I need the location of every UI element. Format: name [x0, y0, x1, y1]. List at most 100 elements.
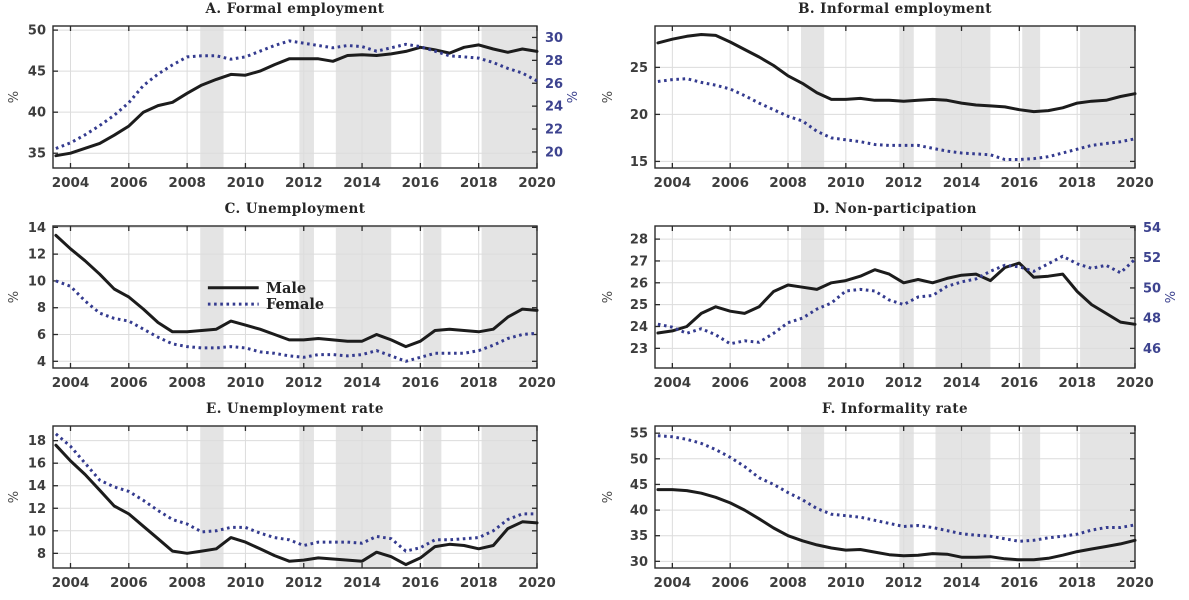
svg-text:50: 50	[1143, 281, 1161, 296]
tick-marks	[655, 426, 1136, 568]
svg-text:25: 25	[630, 61, 648, 76]
svg-text:2004: 2004	[52, 375, 90, 391]
svg-text:12: 12	[28, 502, 46, 517]
series-female-line	[54, 432, 537, 553]
svg-text:2004: 2004	[52, 175, 90, 191]
series-female-line	[55, 39, 538, 150]
gridlines	[655, 226, 1136, 368]
left-tick-labels: 15 20 25	[630, 61, 648, 170]
svg-text:2010: 2010	[827, 175, 865, 191]
left-tick-labels: 30 35 40 45 50 55	[630, 427, 648, 570]
series-female-line	[657, 434, 1136, 543]
svg-text:2012: 2012	[285, 575, 323, 591]
right-y-axis-label: %	[566, 91, 581, 103]
panel-unemployment: C. Unemployment 4 6 8 10 12 14 2004 2006 2008 201…	[0, 200, 594, 400]
svg-text:10: 10	[28, 524, 46, 539]
svg-text:2004: 2004	[654, 375, 692, 391]
recession-bands	[200, 26, 537, 168]
panel-a-title: A. Formal employment	[205, 1, 385, 17]
svg-text:2016: 2016	[402, 575, 440, 591]
axis-box	[52, 225, 538, 369]
recession-bands	[200, 426, 537, 568]
svg-text:2006: 2006	[711, 175, 749, 191]
svg-text:8: 8	[37, 301, 46, 316]
tick-marks	[53, 226, 538, 368]
x-tick-labels: 2004 2006 2008 2010 2012 2014 2016 2018 2020	[52, 375, 556, 391]
svg-text:22: 22	[545, 123, 563, 138]
legend-label-male: Male	[266, 280, 306, 297]
panel-formal-employment: A. Formal employment 35 40 45 50 20 22 24 26 28 3…	[0, 0, 594, 200]
svg-text:2006: 2006	[711, 575, 749, 591]
svg-text:28: 28	[630, 233, 648, 248]
svg-text:2012: 2012	[885, 175, 923, 191]
svg-text:20: 20	[545, 145, 563, 160]
svg-text:2006: 2006	[110, 375, 148, 391]
svg-text:26: 26	[545, 77, 563, 92]
svg-text:2008: 2008	[769, 175, 807, 191]
panel-informal-employment: B. Informal employment 15 20 25 2004 2006 200…	[594, 0, 1189, 200]
series-female-line	[55, 279, 538, 363]
svg-text:40: 40	[630, 504, 648, 519]
svg-text:45: 45	[28, 65, 46, 80]
svg-text:2018: 2018	[1058, 175, 1096, 191]
svg-text:2018: 2018	[460, 175, 498, 191]
tick-marks	[655, 226, 1136, 368]
series-male-line	[54, 43, 539, 158]
axis-box	[654, 225, 1136, 369]
axis-box	[654, 425, 1136, 569]
right-tick-labels: 46 48 50 52 54	[1143, 221, 1161, 357]
svg-text:2006: 2006	[110, 575, 148, 591]
panel-informality-rate: F. Informality rate 30 35 40 45 50 55 2004 2006…	[594, 400, 1189, 600]
svg-text:2020: 2020	[1116, 575, 1154, 591]
right-tick-labels: 20 22 24 26 28 30	[545, 31, 563, 161]
tick-marks	[53, 426, 538, 568]
svg-text:2014: 2014	[943, 375, 981, 391]
svg-text:30: 30	[545, 31, 563, 46]
gridlines	[53, 426, 538, 568]
panel-f-chart: 30 35 40 45 50 55 2004 2006 2008 2010 2012 2014 2016…	[601, 425, 1154, 591]
svg-text:2020: 2020	[1116, 175, 1154, 191]
svg-text:2014: 2014	[343, 575, 381, 591]
panel-b-title: B. Informal employment	[798, 1, 992, 17]
svg-text:2020: 2020	[518, 575, 556, 591]
svg-text:2020: 2020	[518, 375, 556, 391]
svg-text:50: 50	[630, 452, 648, 467]
panel-non-participation: D. Non-participation 23 24 25 26 27 28 46 48 50 5…	[594, 200, 1189, 400]
svg-text:2020: 2020	[518, 175, 556, 191]
svg-text:2008: 2008	[769, 575, 807, 591]
left-y-axis-label: %	[601, 491, 616, 503]
axis-box	[52, 425, 538, 569]
svg-text:35: 35	[28, 147, 46, 162]
svg-text:2014: 2014	[943, 575, 981, 591]
svg-text:2014: 2014	[943, 175, 981, 191]
svg-text:15: 15	[630, 155, 648, 170]
svg-text:2006: 2006	[110, 175, 148, 191]
svg-text:2020: 2020	[1116, 375, 1154, 391]
svg-text:2008: 2008	[168, 575, 206, 591]
gridlines	[53, 26, 538, 168]
svg-text:28: 28	[545, 54, 563, 69]
panel-c-chart: 4 6 8 10 12 14 2004 2006 2008 2010 2012 2014 2016 201…	[7, 221, 556, 391]
tick-marks	[53, 26, 538, 168]
svg-text:50: 50	[28, 24, 46, 39]
svg-text:30: 30	[630, 555, 648, 570]
svg-text:2004: 2004	[52, 575, 90, 591]
x-tick-labels: 2004 2006 2008 2010 2012 2014 2016 2018 2020	[654, 575, 1154, 591]
panel-d-title: D. Non-participation	[813, 201, 977, 217]
gridlines	[655, 426, 1136, 568]
left-tick-labels: 4 6 8 10 12 14	[28, 221, 46, 370]
svg-text:2012: 2012	[285, 175, 323, 191]
svg-text:2008: 2008	[769, 375, 807, 391]
svg-text:2018: 2018	[1058, 575, 1096, 591]
series-male-line	[54, 443, 539, 567]
panel-a-chart: 35 40 45 50 20 22 24 26 28 30 2004 2006 2008 2010 2012…	[7, 24, 581, 191]
panel-unemployment-rate: E. Unemployment rate 8 10 12 14 16 18 2004 2006…	[0, 400, 594, 600]
legend-label-female: Female	[266, 296, 324, 313]
svg-text:2016: 2016	[1001, 375, 1039, 391]
svg-text:2012: 2012	[885, 375, 923, 391]
svg-text:26: 26	[630, 276, 648, 291]
svg-text:25: 25	[630, 298, 648, 313]
svg-text:52: 52	[1143, 251, 1161, 266]
